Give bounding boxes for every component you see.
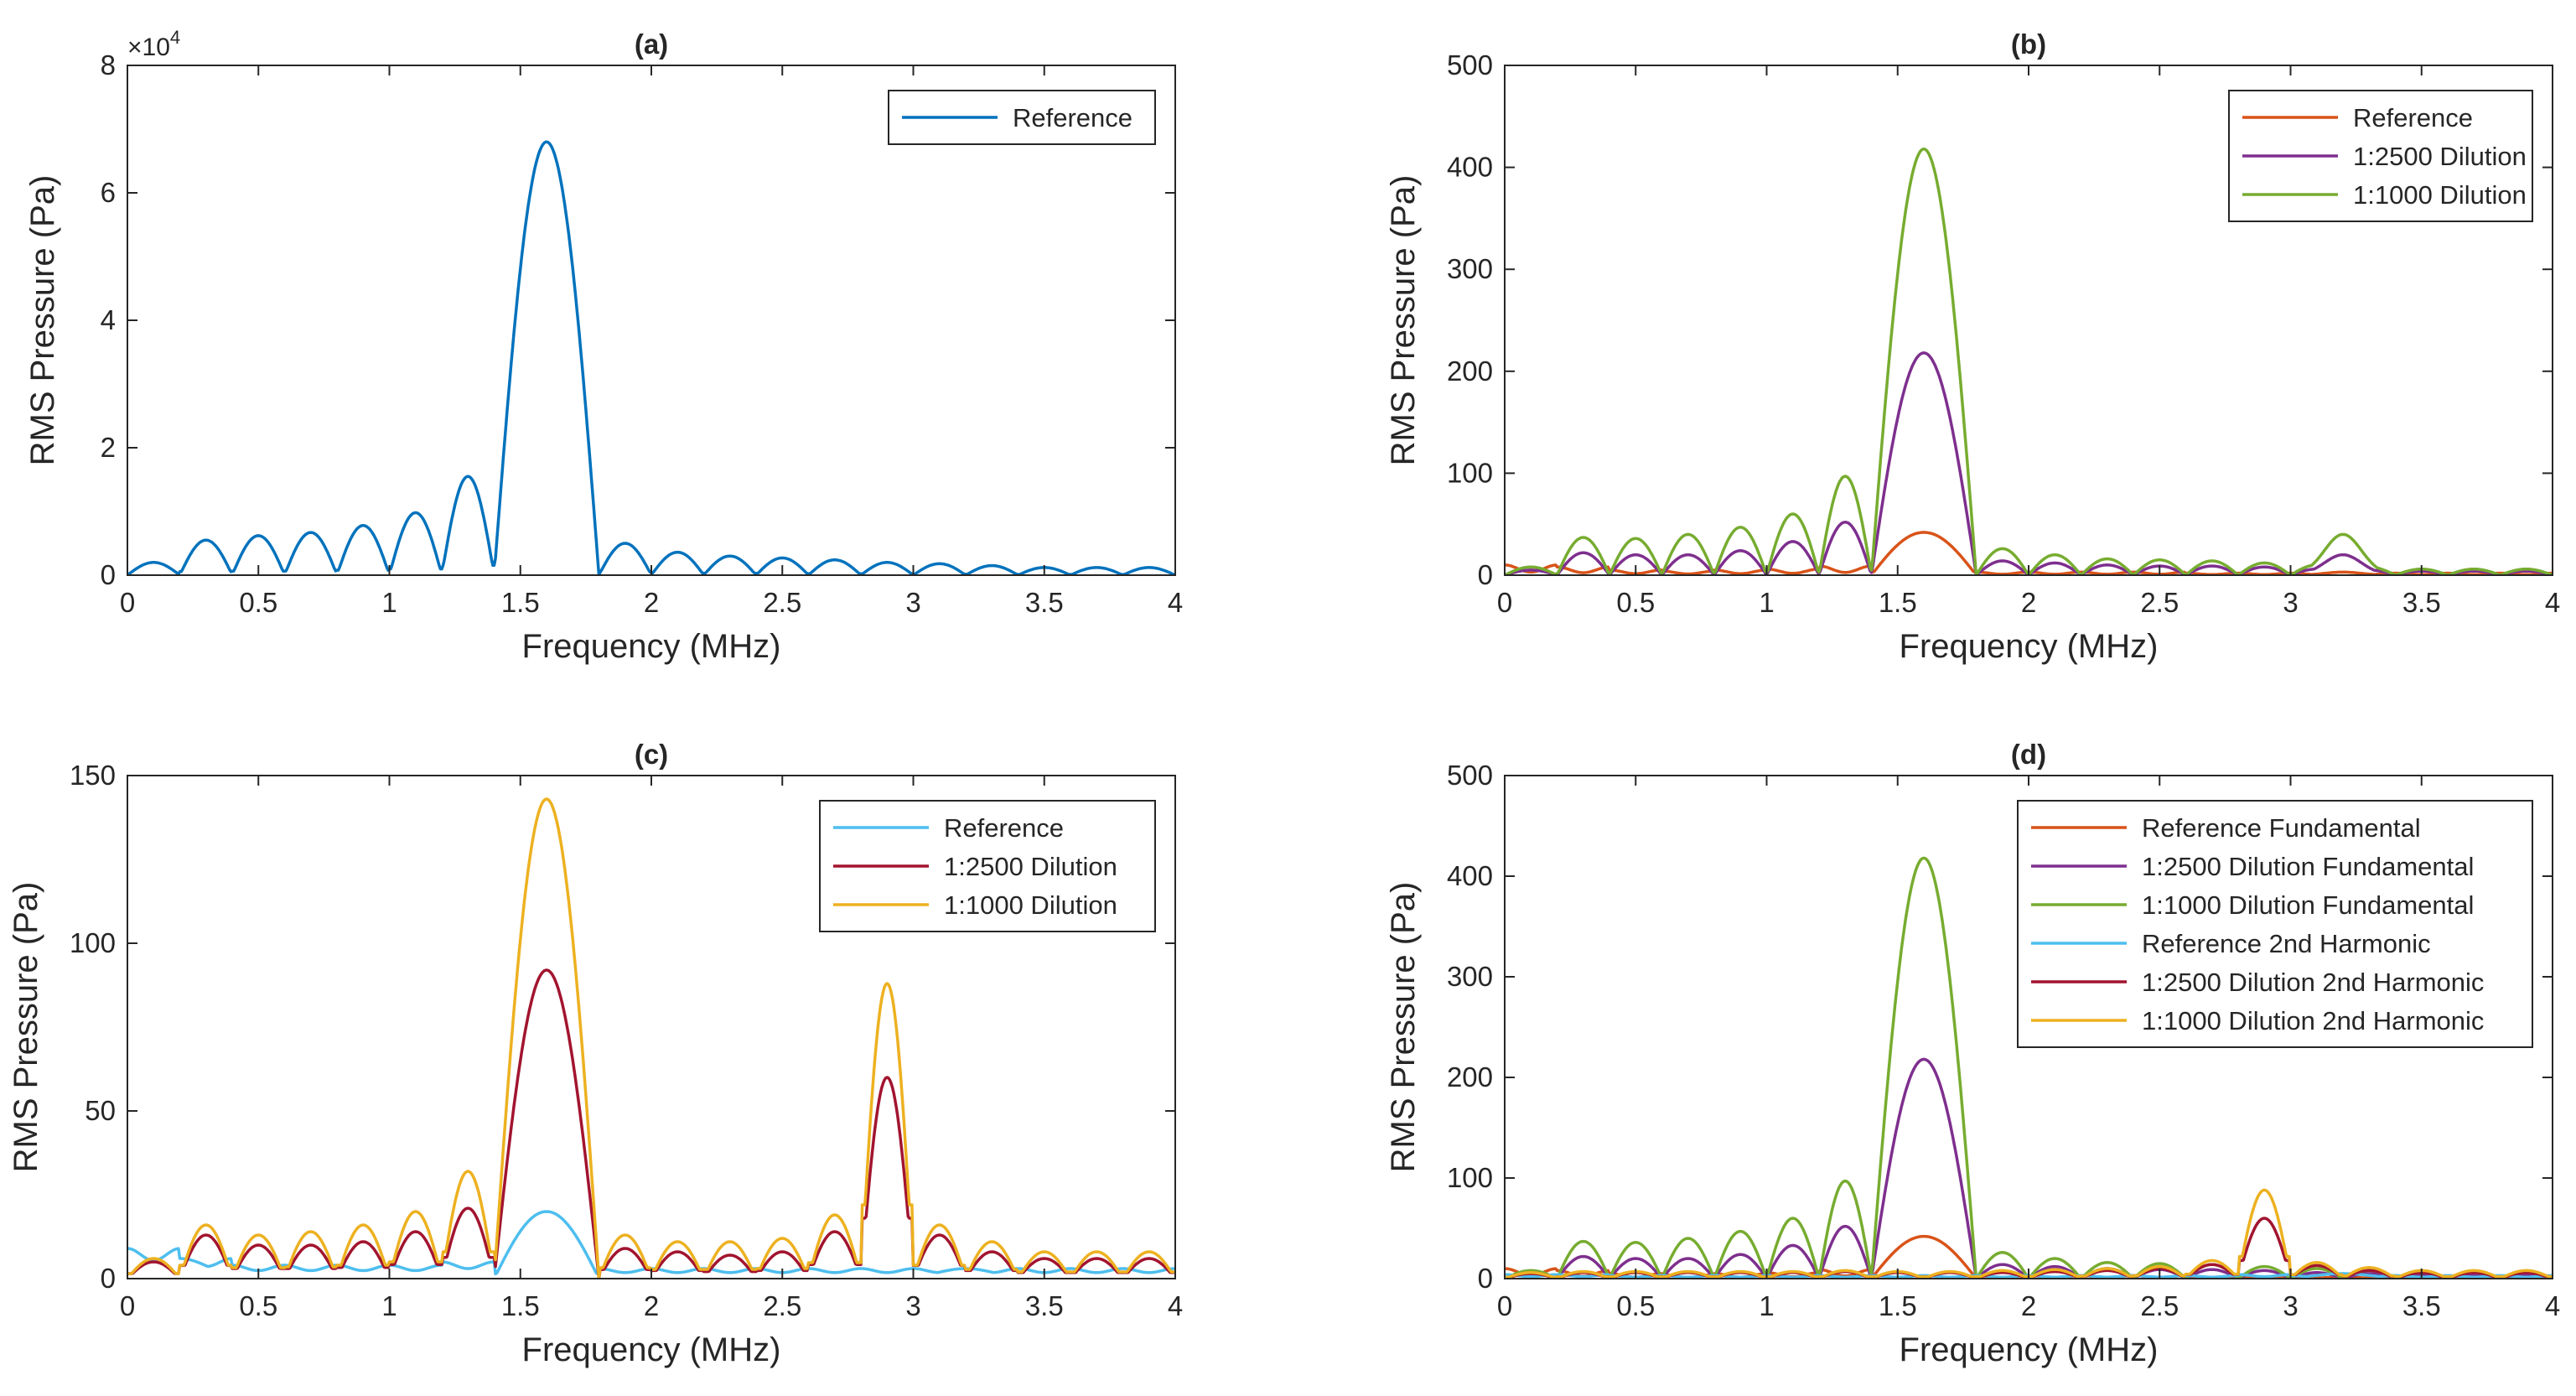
plot-area bbox=[127, 65, 1175, 575]
legend-label: Reference Fundamental bbox=[2142, 813, 2421, 843]
legend-label: 1:1000 Dilution bbox=[2353, 180, 2527, 210]
legend-box bbox=[2017, 800, 2533, 1048]
x-tick-label: 3.5 bbox=[2402, 587, 2441, 618]
x-tick-label: 4 bbox=[2545, 587, 2560, 618]
x-tick-label: 3 bbox=[2283, 587, 2298, 618]
legend-label: Reference 2nd Harmonic bbox=[2142, 929, 2431, 958]
x-tick-label: 0 bbox=[1497, 587, 1512, 618]
x-tick-label: 1.5 bbox=[501, 1290, 540, 1321]
x-tick-label: 2.5 bbox=[763, 1290, 801, 1321]
legend-label: Reference bbox=[2353, 103, 2473, 132]
x-axis-label: Frequency (MHz) bbox=[1900, 628, 2159, 665]
x-tick-label: 2 bbox=[2021, 587, 2036, 618]
legend: Reference Fundamental 1:2500 Dilution Fun… bbox=[2017, 800, 2533, 1048]
panel-title: (b) bbox=[2011, 29, 2046, 60]
y-axis-label: RMS Pressure (Pa) bbox=[8, 882, 44, 1173]
x-axis-label: Frequency (MHz) bbox=[522, 1331, 781, 1368]
x-axis-label: Frequency (MHz) bbox=[1900, 1331, 2159, 1368]
y-tick-label: 2 bbox=[101, 432, 116, 463]
x-tick-label: 2.5 bbox=[2140, 587, 2179, 618]
x-tick-label: 1 bbox=[1759, 1290, 1774, 1321]
x-tick-label: 0 bbox=[120, 1290, 135, 1321]
x-tick-label: 2.5 bbox=[763, 587, 801, 618]
x-tick-label: 0.5 bbox=[1616, 1290, 1655, 1321]
legend-label: 1:2500 Dilution 2nd Harmonic bbox=[2142, 968, 2484, 997]
y-tick-label: 0 bbox=[101, 1263, 116, 1294]
y-tick-label: 300 bbox=[1447, 961, 1493, 992]
y-tick-label: 100 bbox=[1447, 457, 1493, 488]
x-tick-label: 3 bbox=[2283, 1290, 2298, 1321]
legend-label: Reference bbox=[1013, 103, 1133, 132]
y-tick-label: 200 bbox=[1447, 355, 1493, 387]
x-tick-label: 2 bbox=[644, 1290, 659, 1321]
legend: Reference 1:2500 Dilution 1:1000 Dilution bbox=[819, 800, 1156, 932]
y-tick-label: 150 bbox=[70, 760, 116, 791]
y-axis-label: RMS Pressure (Pa) bbox=[1385, 882, 1422, 1173]
x-tick-label: 0.5 bbox=[239, 587, 277, 618]
y-tick-label: 0 bbox=[1478, 559, 1493, 590]
legend: Reference 1:2500 Dilution 1:1000 Dilution bbox=[2228, 90, 2533, 222]
y-axis-label: RMS Pressure (Pa) bbox=[24, 175, 61, 466]
x-tick-label: 3.5 bbox=[1025, 1290, 1064, 1321]
x-tick-label: 3.5 bbox=[2402, 1290, 2441, 1321]
x-tick-label: 1.5 bbox=[1879, 587, 1917, 618]
x-tick-label: 4 bbox=[1168, 587, 1183, 618]
x-tick-label: 1 bbox=[1759, 587, 1774, 618]
chart-panel-d: 0 0.5 1 1.5 2 2.5 3 3.5 4 0 100 200 300 400 500 (d) Freq… bbox=[1385, 739, 2560, 1368]
x-tick-label: 2 bbox=[2021, 1290, 2036, 1321]
x-tick-label: 4 bbox=[2545, 1290, 2560, 1321]
x-tick-label: 2 bbox=[644, 587, 659, 618]
x-tick-label: 0.5 bbox=[1616, 587, 1655, 618]
y-exponent-power: 4 bbox=[170, 27, 180, 48]
y-tick-label: 400 bbox=[1447, 152, 1493, 183]
x-tick-label: 0.5 bbox=[239, 1290, 277, 1321]
legend-label: 1:2500 Dilution bbox=[944, 852, 1117, 881]
x-axis-label: Frequency (MHz) bbox=[522, 628, 781, 665]
chart-panel-c: 0 0.5 1 1.5 2 2.5 3 3.5 4 0 50 100 150 (c) Frequency (… bbox=[8, 739, 1183, 1368]
x-tick-label: 1 bbox=[381, 1290, 397, 1321]
legend-label: 1:2500 Dilution bbox=[2353, 142, 2527, 171]
y-tick-label: 6 bbox=[101, 177, 116, 208]
legend-label: 1:1000 Dilution Fundamental bbox=[2142, 890, 2474, 920]
y-tick-label: 300 bbox=[1447, 253, 1493, 284]
x-tick-label: 1.5 bbox=[1879, 1290, 1917, 1321]
legend-label: 1:1000 Dilution 2nd Harmonic bbox=[2142, 1006, 2484, 1035]
x-tick-label: 1.5 bbox=[501, 587, 540, 618]
x-tick-label: 3 bbox=[905, 1290, 920, 1321]
y-tick-label: 500 bbox=[1447, 760, 1493, 791]
panel-title: (a) bbox=[635, 29, 668, 60]
legend-label: Reference bbox=[944, 813, 1064, 843]
y-tick-label: 0 bbox=[1478, 1263, 1493, 1294]
y-tick-label: 100 bbox=[1447, 1162, 1493, 1193]
y-tick-label: 4 bbox=[101, 304, 116, 335]
y-tick-label: 500 bbox=[1447, 49, 1493, 80]
panel-title: (c) bbox=[635, 739, 668, 770]
y-exponent: ×104 bbox=[127, 27, 180, 61]
legend-label: 1:1000 Dilution bbox=[944, 890, 1117, 920]
legend-label: 1:2500 Dilution Fundamental bbox=[2142, 852, 2474, 881]
y-tick-label: 8 bbox=[101, 49, 116, 80]
x-tick-label: 1 bbox=[381, 587, 397, 618]
y-axis-label: RMS Pressure (Pa) bbox=[1385, 175, 1422, 466]
y-tick-label: 200 bbox=[1447, 1061, 1493, 1092]
x-tick-label: 0 bbox=[120, 587, 135, 618]
x-tick-label: 0 bbox=[1497, 1290, 1512, 1321]
panel-title: (d) bbox=[2011, 739, 2046, 770]
x-tick-label: 4 bbox=[1168, 1290, 1183, 1321]
y-tick-label: 50 bbox=[85, 1095, 116, 1126]
x-tick-label: 2.5 bbox=[2140, 1290, 2179, 1321]
chart-panel-a: 0 0.5 1 1.5 2 2.5 3 3.5 4 0 2 4 6 8 ×104 (a) Frequency (… bbox=[24, 27, 1183, 665]
y-tick-label: 100 bbox=[70, 927, 116, 958]
y-tick-label: 400 bbox=[1447, 860, 1493, 891]
x-tick-label: 3.5 bbox=[1025, 587, 1064, 618]
x-tick-label: 3 bbox=[905, 587, 920, 618]
chart-panel-b: 0 0.5 1 1.5 2 2.5 3 3.5 4 0 100 200 300 400 500 (b) Freq… bbox=[1385, 29, 2560, 665]
y-tick-label: 0 bbox=[101, 559, 116, 590]
legend: Reference bbox=[888, 90, 1156, 145]
